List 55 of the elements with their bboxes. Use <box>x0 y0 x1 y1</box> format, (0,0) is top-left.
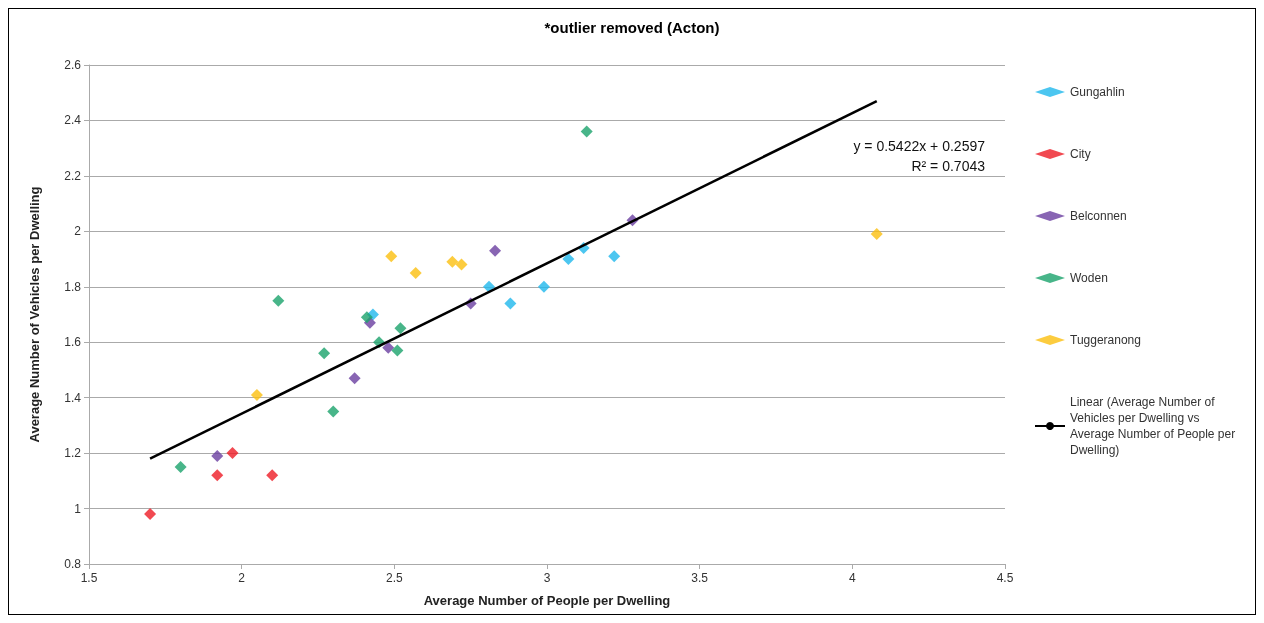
point <box>482 280 495 293</box>
point <box>360 311 373 324</box>
legend-label: Linear (Average Number of Vehicles per Dwelling vs Average Number of People per Dwelling) <box>1070 395 1239 457</box>
point <box>391 344 404 357</box>
point <box>174 460 187 473</box>
y-tick-label: 1.6 <box>64 335 82 350</box>
x-tick-label: 2.5 <box>385 571 403 585</box>
point <box>272 294 285 307</box>
y-tick-label: 2.4 <box>64 113 82 128</box>
legend-label: City <box>1070 147 1091 161</box>
y-tick-label: 1.4 <box>64 390 82 405</box>
annotation: y = 0.5422x + 0.2597 <box>853 138 986 154</box>
x-axis-title: Average Number of People per Dwelling <box>423 593 671 608</box>
point <box>608 250 621 263</box>
point <box>409 266 422 279</box>
legend-label: Gungahlin <box>1070 85 1125 99</box>
point <box>394 322 407 335</box>
point <box>211 469 224 482</box>
point <box>580 125 593 138</box>
point <box>327 405 340 418</box>
point <box>382 341 395 354</box>
y-tick-label: 2 <box>74 224 82 239</box>
x-tick-label: 4 <box>848 571 856 585</box>
y-tick-label: 1.8 <box>64 279 82 294</box>
legend-label: Tuggeranong <box>1070 333 1141 347</box>
point <box>504 297 517 310</box>
x-tick-label: 4.5 <box>996 571 1014 585</box>
point <box>537 280 550 293</box>
x-tick-label: 2 <box>238 571 246 585</box>
annotation: R² = 0.7043 <box>911 158 986 174</box>
legend-label: Woden <box>1070 271 1108 285</box>
y-tick-label: 2.2 <box>64 168 82 183</box>
legend-label: Belconnen <box>1070 209 1127 223</box>
y-tick-label: 1.2 <box>64 446 82 461</box>
point <box>385 250 398 263</box>
point <box>226 447 239 460</box>
point <box>455 258 468 271</box>
chart-title: *outlier removed (Acton) <box>544 19 720 36</box>
point <box>446 255 459 268</box>
x-tick-label: 3.5 <box>691 571 709 585</box>
y-tick-label: 0.8 <box>64 557 82 571</box>
x-tick-label: 3 <box>543 571 551 585</box>
y-axis-title: Average Number of Vehicles per Dwelling <box>27 186 42 443</box>
y-tick-label: 2.6 <box>64 58 82 72</box>
point <box>489 244 502 257</box>
point <box>870 228 883 241</box>
point <box>144 508 157 521</box>
x-tick-label: 1.5 <box>80 571 98 585</box>
point <box>211 449 224 462</box>
y-tick-label: 1 <box>74 501 82 516</box>
point <box>348 372 361 385</box>
point <box>562 253 575 266</box>
point <box>250 388 263 401</box>
point <box>318 347 331 360</box>
point <box>266 469 279 482</box>
